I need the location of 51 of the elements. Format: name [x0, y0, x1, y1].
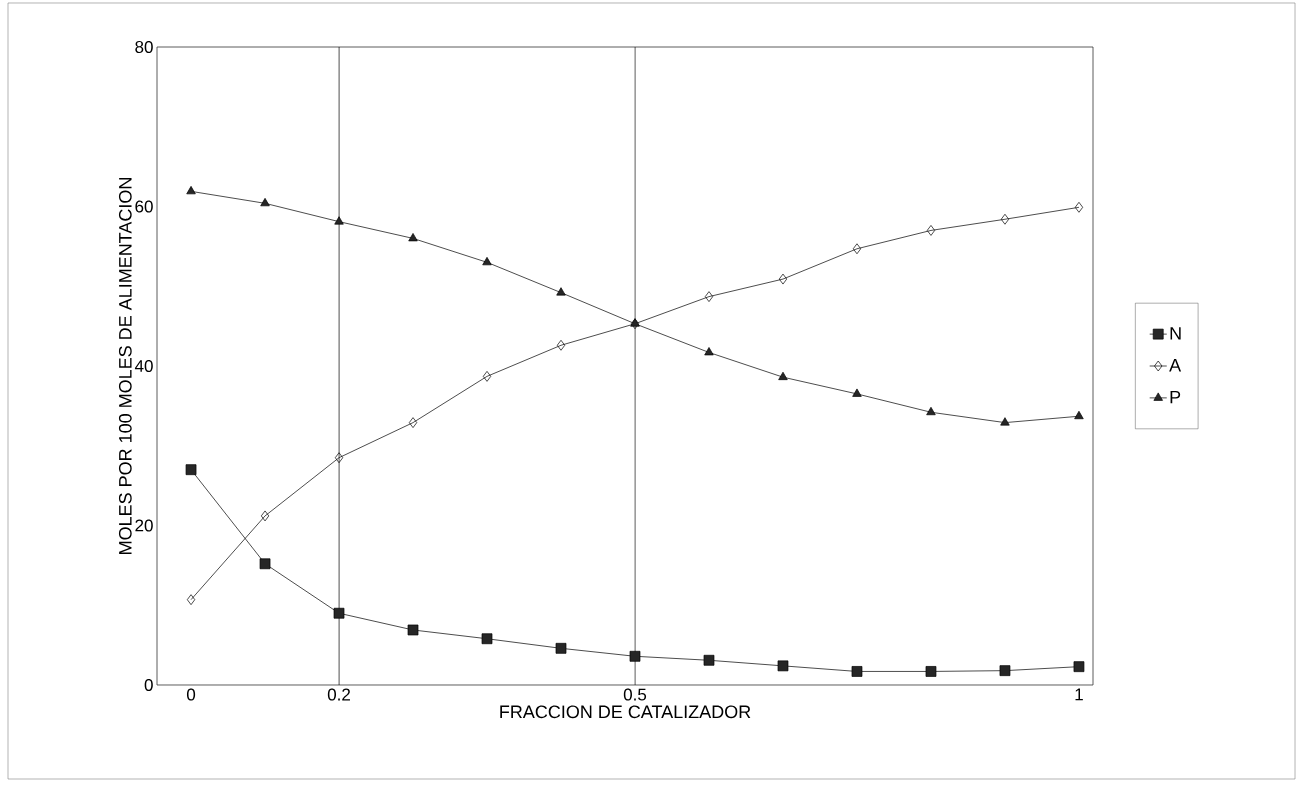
point: [778, 371, 788, 381]
point: [556, 287, 566, 296]
point: [408, 417, 418, 428]
point: [556, 339, 566, 351]
point: [259, 558, 271, 570]
x-tick-label: 1: [1075, 688, 1083, 701]
point: [926, 406, 936, 416]
point: [777, 660, 789, 672]
legend-label: N: [1170, 327, 1181, 340]
y-tick-label: 60: [135, 200, 153, 213]
point: [334, 216, 344, 225]
y-tick-label: 20: [135, 519, 153, 532]
y-tick-label: 40: [134, 359, 153, 373]
point: [186, 186, 196, 195]
point: [704, 291, 714, 302]
point: [703, 654, 715, 666]
x-tick-label: 0: [186, 688, 196, 701]
y-tick-label: 80: [135, 40, 153, 54]
point: [852, 388, 862, 397]
point: [851, 666, 863, 677]
point: [926, 225, 936, 236]
point: [1000, 417, 1010, 426]
point: [1000, 213, 1010, 225]
point: [260, 197, 270, 207]
x-tick-label: 0.5: [623, 688, 647, 701]
point: [555, 642, 567, 654]
point: [260, 510, 270, 522]
point: [1074, 410, 1084, 420]
point: [333, 607, 345, 619]
x-axis-title: FRACCION DE CATALIZADOR: [500, 705, 751, 719]
point: [999, 665, 1011, 676]
point: [481, 633, 493, 645]
legend-label: A: [1169, 359, 1182, 372]
point: [407, 624, 419, 636]
x-tick-label: 0.2: [327, 688, 350, 701]
point: [185, 464, 197, 476]
point: [704, 347, 714, 356]
point: [778, 273, 788, 285]
point: [482, 371, 492, 382]
point: [186, 594, 196, 606]
point: [852, 243, 862, 255]
point: [925, 666, 937, 677]
point: [1073, 661, 1085, 673]
point: [334, 452, 344, 464]
point: [629, 650, 641, 662]
point: [1074, 201, 1084, 213]
point: [482, 256, 492, 266]
point: [408, 233, 418, 242]
legend-label: P: [1170, 390, 1181, 404]
y-tick-label: 0: [144, 678, 153, 692]
y-axis-title: MOLES POR 100 MOLES DE ALIMENTACION: [118, 178, 132, 554]
